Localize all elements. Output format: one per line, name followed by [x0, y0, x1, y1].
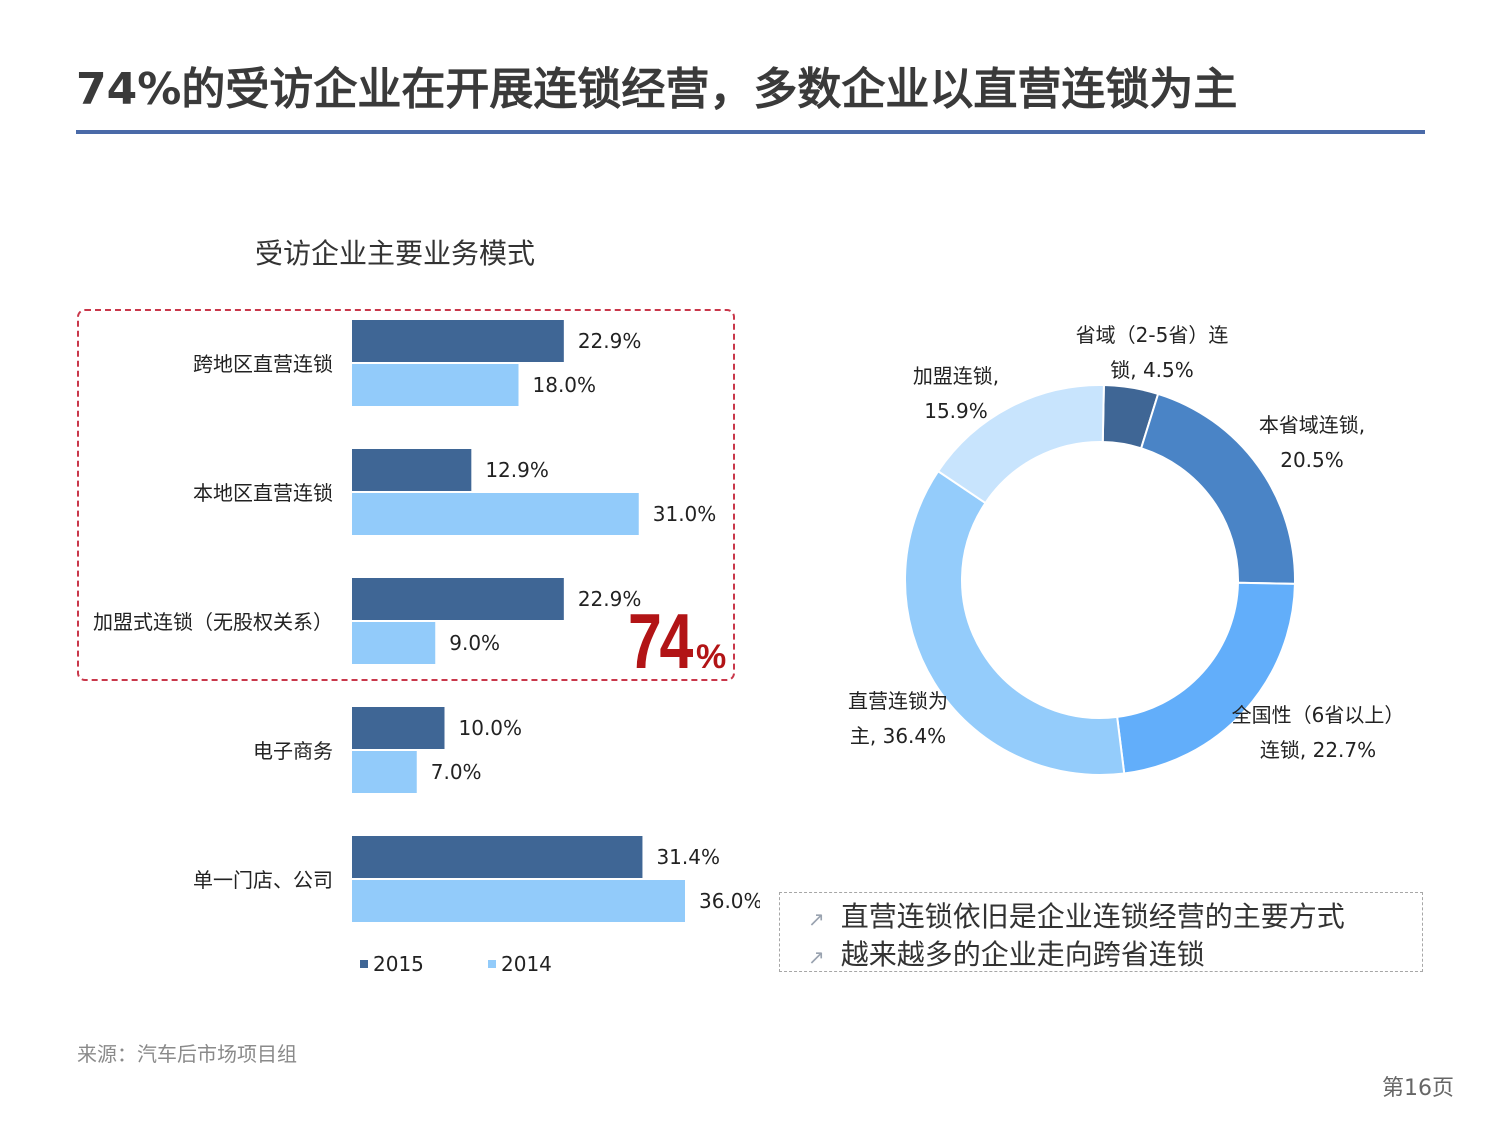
legend-swatch-2015	[360, 960, 368, 968]
legend-swatch-2014	[488, 960, 496, 968]
category-label: 电子商务	[253, 739, 333, 763]
highlight-74-percent: 74%	[628, 596, 726, 687]
donut-slice-label: 锁, 4.5%	[1110, 358, 1194, 382]
donut-slice-label: 加盟连锁,	[913, 364, 999, 388]
bar-2015	[352, 578, 564, 620]
donut-slice-label: 省域（2-5省）连	[1076, 323, 1229, 347]
summary-text: 直营连锁依旧是企业连锁经营的主要方式	[840, 900, 1345, 933]
donut-slice-label: 全国性（6省以上）	[1232, 703, 1405, 727]
bar-value-label: 7.0%	[431, 760, 482, 784]
bar-value-label: 22.9%	[578, 329, 642, 353]
arrow-up-right-icon: ↗	[808, 907, 825, 931]
highlight-number: 74	[628, 597, 693, 685]
bar-2014	[352, 493, 639, 535]
legend-label-2015: 2015	[373, 952, 424, 976]
bar-value-label: 31.4%	[656, 845, 720, 869]
summary-item: ↗ 直营连锁依旧是企业连锁经营的主要方式	[808, 895, 1345, 935]
chain-highlight-box	[77, 309, 735, 681]
donut-slice-label: 15.9%	[924, 399, 988, 423]
category-label: 单一门店、公司	[193, 868, 333, 892]
bar-chart: 跨地区直营连锁 22.9% 18.0% 本地区直营连锁 12.9% 31.0% 加盟式连锁（…	[93, 320, 760, 922]
donut-slice-label: 20.5%	[1280, 448, 1344, 472]
source-note: 来源：汽车后市场项目组	[77, 1042, 297, 1066]
bar-chart-title: 受访企业主要业务模式	[254, 237, 535, 270]
bar-value-label: 36.0%	[699, 889, 760, 913]
bar-2015	[352, 320, 564, 362]
donut-slice-label: 直营连锁为	[848, 689, 948, 713]
legend-item-2015: 2015	[360, 952, 424, 976]
arrow-up-right-icon: ↗	[808, 945, 825, 969]
bar-value-label: 31.0%	[653, 502, 717, 526]
bar-2014	[352, 751, 417, 793]
summary-text: 越来越多的企业走向跨省连锁	[840, 938, 1205, 971]
highlight-percent-sign: %	[696, 638, 726, 676]
title-divider	[76, 130, 1425, 134]
page-title: 74%的受访企业在开展连锁经营，多数企业以直营连锁为主	[76, 64, 1238, 115]
legend-label-2014: 2014	[501, 952, 552, 976]
donut-slice	[936, 384, 1105, 505]
bar-value-label: 22.9%	[578, 587, 642, 611]
donut-slice	[904, 469, 1126, 776]
page-number: 第16页	[1382, 1076, 1454, 1101]
bar-2015	[352, 836, 643, 878]
bar-2014	[352, 364, 519, 406]
donut-slice-label: 主, 36.4%	[850, 724, 946, 748]
bar-2015	[352, 449, 472, 491]
category-label: 加盟式连锁（无股权关系）	[93, 610, 333, 634]
donut-slice-label: 连锁, 22.7%	[1260, 738, 1376, 762]
category-label: 本地区直营连锁	[193, 481, 333, 505]
category-label: 跨地区直营连锁	[193, 352, 333, 376]
legend-item-2014: 2014	[488, 952, 552, 976]
bar-value-label: 10.0%	[459, 716, 523, 740]
bar-value-label: 12.9%	[485, 458, 549, 482]
bar-value-label: 9.0%	[449, 631, 500, 655]
donut-chart: 省域（2-5省）连锁, 4.5% 本省域连锁, 20.5% 全国性（6省以上） 连锁, …	[848, 323, 1405, 776]
summary-box: ↗ 直营连锁依旧是企业连锁经营的主要方式 ↗ 越来越多的企业走向跨省连锁	[779, 892, 1423, 972]
donut-slice-label: 本省域连锁,	[1259, 413, 1365, 437]
bar-value-label: 18.0%	[533, 373, 597, 397]
summary-item: ↗ 越来越多的企业走向跨省连锁	[808, 933, 1205, 973]
bar-2014	[352, 622, 436, 664]
bar-2015	[352, 707, 445, 749]
bar-2014	[352, 880, 685, 922]
